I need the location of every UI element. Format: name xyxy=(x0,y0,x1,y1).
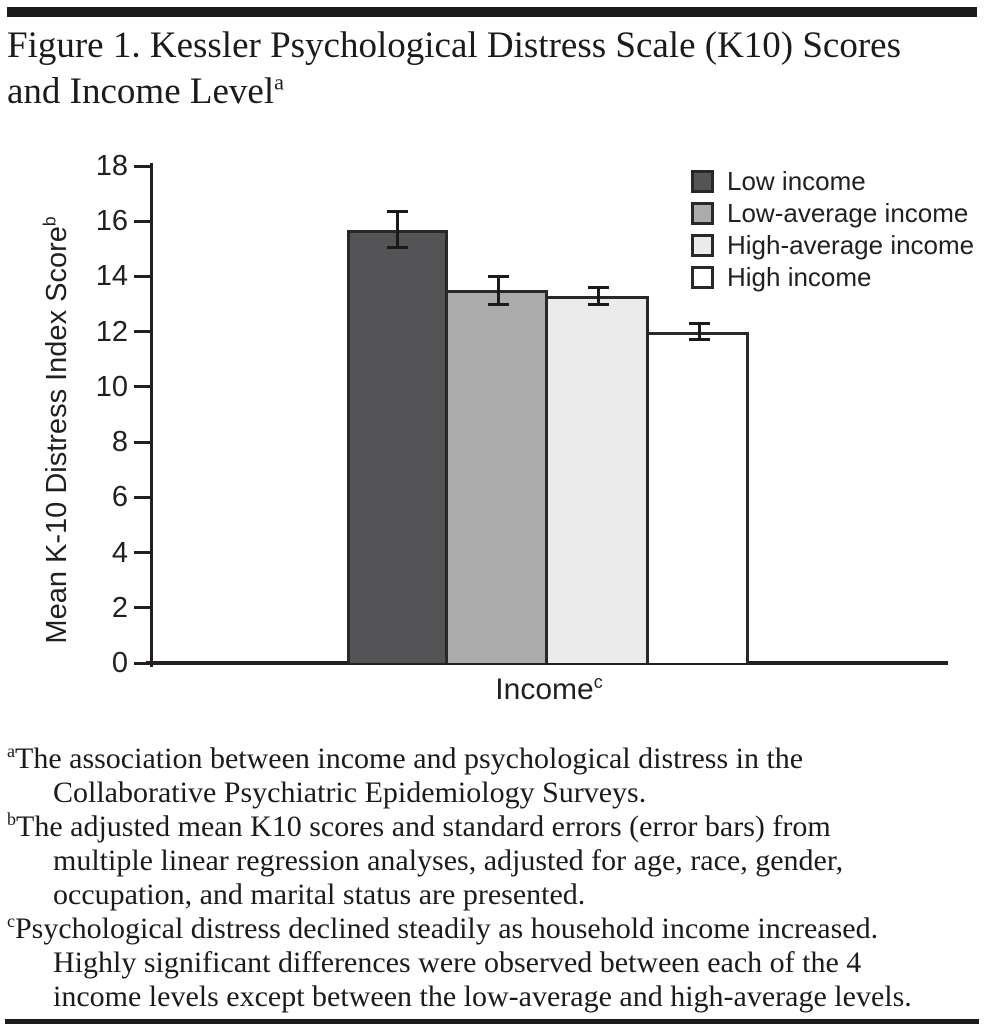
y-tick-label-8: 8 xyxy=(111,426,128,459)
legend-label-low-average-income: Low-average income xyxy=(727,198,969,228)
y-axis-line xyxy=(150,163,153,667)
footnote-a-line-1: aThe association between income and psyc… xyxy=(7,741,804,775)
footnote-marker-c: c xyxy=(593,672,603,692)
footnote-a: aThe association between income and psyc… xyxy=(7,742,982,810)
footnote-b-line-2: multiple linear regression analyses, adj… xyxy=(53,844,844,877)
y-tick-label-0: 0 xyxy=(111,647,128,679)
y-tick-10 xyxy=(134,385,151,389)
legend-swatch-low-average-income xyxy=(691,201,714,225)
footnote-c-line-2: Highly significant differences were obse… xyxy=(53,946,862,979)
footnote-superscript-a: a xyxy=(7,741,15,761)
legend-swatch-high-income xyxy=(691,265,714,289)
y-tick-8 xyxy=(134,440,151,444)
figure-title-line2: and Income Levela xyxy=(7,69,284,112)
legend-item-low-average-income: Low-average income xyxy=(691,200,974,226)
error-bar-high-average-income-cap-top xyxy=(588,285,609,289)
bar-low-income xyxy=(347,229,448,663)
footnote-marker-a: a xyxy=(274,69,284,95)
error-bar-low-average-income-cap-bottom xyxy=(487,302,509,306)
error-bar-high-income-cap-bottom xyxy=(688,338,710,342)
y-tick-label-16: 16 xyxy=(95,205,128,238)
y-tick-label-12: 12 xyxy=(95,315,128,348)
bar-high-income xyxy=(649,331,749,663)
y-tick-label-10: 10 xyxy=(95,370,128,403)
footnote-a-line-2: Collaborative Psychiatric Epidemiology S… xyxy=(53,776,647,809)
legend-swatch-high-average-income xyxy=(691,233,714,257)
y-tick-label-18: 18 xyxy=(95,150,128,182)
footnote-c-line-3: income levels except between the low-ave… xyxy=(53,980,912,1013)
error-bar-low-income-cap-bottom xyxy=(387,245,408,249)
footnote-superscript-c: c xyxy=(7,911,15,931)
error-bar-low-income-line xyxy=(396,211,399,248)
x-axis-title: Incomec xyxy=(495,672,603,706)
error-bar-low-average-income-line xyxy=(496,276,500,305)
y-tick-label-4: 4 xyxy=(111,536,128,569)
chart-legend: Low income Low-average income High-average… xyxy=(691,168,974,296)
error-bar-high-income-line xyxy=(697,323,701,340)
y-tick-label-2: 2 xyxy=(111,591,128,624)
error-bar-low-income-cap-top xyxy=(387,210,408,214)
legend-label-high-average-income: High-average income xyxy=(727,230,975,260)
figure-title: Figure 1. Kessler Psychological Distress… xyxy=(7,23,967,115)
footnote-c-line-1: cPsychological distress declined steadil… xyxy=(7,911,879,945)
error-bar-low-average-income-cap-top xyxy=(487,274,509,278)
footnote-b-line-1: bThe adjusted mean K10 scores and standa… xyxy=(7,809,831,843)
footnote-superscript-b: b xyxy=(7,809,16,829)
error-bar-high-average-income-line xyxy=(597,287,600,305)
footnote-b-line-3: occupation, and marital status are prese… xyxy=(53,878,586,911)
figure-title-line1: Figure 1. Kessler Psychological Distress… xyxy=(7,25,901,66)
footnote-c: cPsychological distress declined steadil… xyxy=(7,912,982,1014)
y-tick-12 xyxy=(134,330,151,334)
y-tick-14 xyxy=(134,274,151,278)
y-tick-2 xyxy=(134,606,151,610)
legend-item-high-average-income: High-average income xyxy=(691,232,974,258)
x-axis-line xyxy=(146,661,948,665)
legend-label-high-income: High income xyxy=(727,262,872,292)
bottom-rule xyxy=(5,1019,979,1024)
bar-high-average-income xyxy=(548,295,649,663)
y-tick-label-14: 14 xyxy=(95,260,128,293)
y-tick-4 xyxy=(134,551,151,555)
footnotes: aThe association between income and psyc… xyxy=(7,742,982,1014)
y-tick-label-6: 6 xyxy=(111,481,128,514)
top-rule xyxy=(7,7,977,17)
legend-item-high-income: High income xyxy=(691,264,974,290)
legend-item-low-income: Low income xyxy=(691,168,974,194)
error-bar-high-average-income-cap-bottom xyxy=(588,302,609,306)
y-tick-0 xyxy=(134,661,151,665)
y-tick-16 xyxy=(134,219,151,223)
error-bar-high-income-cap-top xyxy=(688,321,710,325)
bar-low-average-income xyxy=(448,290,548,663)
legend-label-low-income: Low income xyxy=(727,166,866,196)
footnote-b: bThe adjusted mean K10 scores and standa… xyxy=(7,810,982,912)
legend-swatch-low-income xyxy=(691,169,714,193)
y-tick-6 xyxy=(134,495,151,499)
y-tick-18 xyxy=(134,164,151,168)
